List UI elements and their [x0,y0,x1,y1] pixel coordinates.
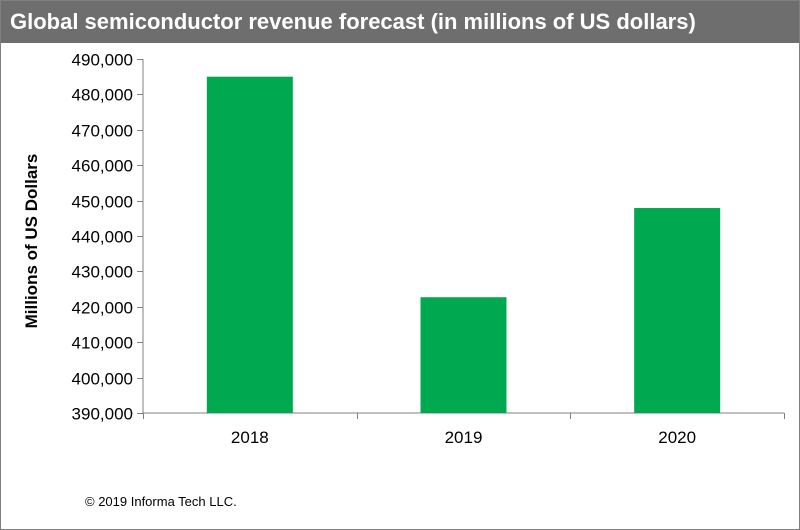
x-tick-label: 2020 [658,428,696,447]
title-bar: Global semiconductor revenue forecast (i… [1,1,799,43]
y-tick-label: 470,000 [72,122,133,141]
y-axis-title: Millions of US Dollars [22,154,41,329]
x-tick-label: 2019 [445,428,483,447]
y-tick-label: 430,000 [72,263,133,282]
y-tick-label: 420,000 [72,299,133,318]
y-tick-label: 410,000 [72,334,133,353]
bar [420,297,507,413]
y-tick-label: 440,000 [72,228,133,247]
bar [206,76,293,413]
y-tick-label: 390,000 [72,405,133,424]
copyright-text: © 2019 Informa Tech LLC. [85,494,237,509]
y-tick-label: 460,000 [72,157,133,176]
y-tick-label: 450,000 [72,193,133,212]
x-tick-label: 2018 [231,428,269,447]
chart-title: Global semiconductor revenue forecast (i… [10,9,696,34]
y-tick-label: 480,000 [72,86,133,105]
bar [634,208,721,413]
y-tick-label: 400,000 [72,370,133,389]
y-tick-label: 490,000 [72,51,133,70]
